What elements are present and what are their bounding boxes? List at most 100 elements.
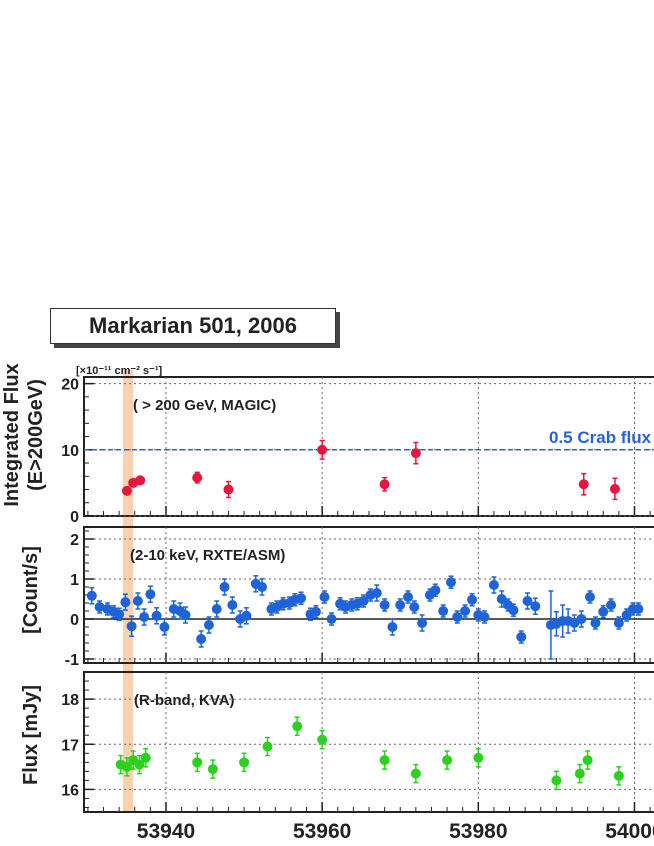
data-point (460, 606, 471, 616)
data-point (241, 610, 252, 621)
y-tick-label: 10 (61, 443, 79, 460)
chart-title-box: Markarian 501, 2006 (50, 308, 336, 344)
panel-frame (83, 671, 654, 813)
data-point (473, 752, 484, 763)
panel-annotation: ( > 200 GeV, MAGIC) (133, 397, 276, 414)
data-point (430, 585, 441, 596)
chart-title: Markarian 501, 2006 (89, 313, 297, 338)
data-point (358, 596, 369, 606)
y-tick-label: 0 (70, 509, 79, 526)
data-point (574, 768, 585, 779)
data-point (403, 592, 414, 602)
data-point (613, 770, 624, 781)
data-point (86, 590, 97, 601)
highlight-band (123, 370, 134, 812)
y-tick-label: 16 (61, 782, 79, 799)
y-tick-label: 2 (70, 532, 79, 549)
data-point (516, 632, 527, 642)
data-point (239, 757, 250, 768)
data-point (479, 612, 490, 622)
y-axis-title: Integrated Flux (1, 363, 23, 506)
data-point (379, 600, 390, 610)
data-point (135, 475, 146, 486)
data-point (613, 618, 624, 628)
data-point (211, 604, 222, 614)
data-point (488, 580, 499, 590)
data-point (387, 622, 398, 632)
y-tick-label: 20 (61, 377, 79, 394)
data-point (120, 597, 131, 608)
data-point (590, 618, 601, 628)
data-point (151, 610, 162, 621)
data-point (409, 602, 420, 612)
unit-label: [×10⁻¹¹ cm⁻² s⁻¹] (76, 365, 163, 377)
panel-kva: 16 17 18 (R-band, KVA) (61, 671, 654, 813)
data-point (452, 612, 463, 622)
data-point (445, 577, 456, 588)
y-tick-label: 0 (70, 612, 79, 629)
y-tick-label: -1 (65, 652, 79, 669)
data-point (317, 734, 328, 745)
data-point (121, 485, 132, 496)
data-point (598, 606, 609, 617)
data-point (207, 764, 218, 775)
data-point (621, 610, 632, 620)
data-point (442, 755, 453, 766)
data-point (257, 582, 268, 592)
data-point (371, 588, 382, 598)
x-tick-label: 53980 (449, 820, 507, 843)
panel-annotation: (R-band, KVA) (134, 692, 235, 709)
data-point (379, 479, 390, 490)
data-point (584, 592, 595, 602)
data-point (522, 596, 533, 606)
data-point (606, 600, 617, 610)
data-point (578, 479, 589, 490)
data-point (296, 593, 307, 604)
data-point (292, 721, 303, 732)
data-point (227, 600, 238, 610)
data-point (410, 448, 421, 459)
x-tick-label: 53960 (293, 820, 351, 843)
y-tick-label: 1 (70, 572, 79, 589)
data-point (417, 618, 428, 628)
data-point (326, 614, 337, 624)
panel-annotation: (2-10 keV, RXTE/ASM) (130, 547, 285, 564)
data-point (139, 612, 150, 622)
data-point (196, 634, 207, 644)
data-point (126, 621, 137, 632)
data-point (134, 759, 145, 770)
data-point (94, 602, 105, 612)
data-point (192, 757, 203, 768)
data-point (508, 605, 519, 616)
data-point (438, 606, 449, 616)
panel-magic: 0 10 20 0.5 Crab flux ( > 200 GeV, MAGIC) (61, 376, 654, 526)
data-point (582, 755, 593, 766)
y-tick-label: 18 (61, 692, 79, 709)
data-point (467, 594, 478, 605)
data-point (496, 594, 507, 604)
data-point (121, 761, 132, 772)
data-point (551, 775, 562, 786)
x-tick-label: 53940 (137, 820, 195, 843)
data-point (317, 444, 328, 455)
data-point (609, 483, 620, 494)
data-point (219, 582, 230, 592)
y-axis-title: (E>200GeV) (25, 379, 47, 491)
data-point (180, 610, 191, 620)
data-point (159, 622, 170, 632)
x-tick-label: 54000 (605, 820, 654, 843)
data-point (310, 606, 321, 617)
data-point (395, 600, 406, 610)
data-point (262, 741, 273, 752)
data-point (530, 601, 541, 612)
data-point (192, 472, 203, 483)
y-axis-title: [Count/s] (20, 546, 42, 634)
y-axis-title: Flux [mJy] (20, 685, 42, 785)
reference-line-label: 0.5 Crab flux (549, 428, 652, 447)
data-point (319, 592, 330, 602)
panel-asm: -1 0 1 2 (2-10 keV, RXTE/ASM) (65, 526, 654, 669)
data-point (145, 589, 156, 600)
data-point (132, 596, 143, 606)
data-point (223, 484, 234, 495)
